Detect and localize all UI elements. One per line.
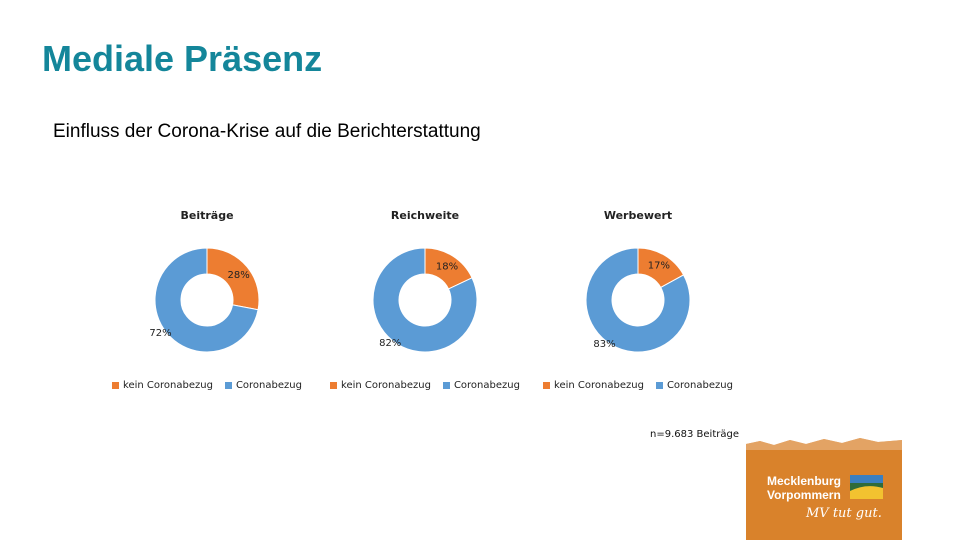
logo-line-2: Vorpommern <box>767 488 841 502</box>
chart-title: Beiträge <box>180 209 234 222</box>
legend-item-corona: Coronabezug <box>655 380 733 391</box>
chart-legend: kein Coronabezug Coronabezug <box>97 380 317 391</box>
chart-title: Werbewert <box>603 209 673 222</box>
legend-swatch-orange <box>112 382 120 389</box>
legend-label: Coronabezug <box>666 380 733 391</box>
slice-coronabezug <box>585 247 691 353</box>
slide-subtitle: Einfluss der Corona-Krise auf die Berich… <box>53 121 481 142</box>
legend-swatch-blue <box>224 382 232 389</box>
logo-line-1: Mecklenburg <box>767 474 842 488</box>
logo-flag-sky <box>850 475 883 483</box>
legend-label: Coronabezug <box>453 380 520 391</box>
data-label: 18% <box>436 261 458 272</box>
data-label: 28% <box>227 270 249 281</box>
legend-item-kein: kein Coronabezug <box>112 380 213 391</box>
logo-torn-edge <box>746 438 902 450</box>
logo-slogan: MV tut gut. <box>806 506 882 521</box>
logo-wordmark: Mecklenburg Vorpommern <box>767 474 841 502</box>
donut-chart-beitraege: Beiträge 28% 72% kein Coronabezug Coronab… <box>97 205 317 405</box>
data-label: 17% <box>648 261 670 272</box>
donut-svg: 18% 82% <box>372 247 478 353</box>
chart-legend: kein Coronabezug Coronabezug <box>315 380 535 391</box>
logo-background <box>746 438 902 540</box>
data-label: 83% <box>593 339 615 350</box>
legend-item-kein: kein Coronabezug <box>543 380 644 391</box>
legend-item-kein: kein Coronabezug <box>330 380 431 391</box>
legend-label: Coronabezug <box>235 380 302 391</box>
chart-legend: kein Coronabezug Coronabezug <box>528 380 748 391</box>
sample-size-note: n=9.683 Beiträge <box>650 429 739 440</box>
legend-label: kein Coronabezug <box>554 380 644 391</box>
legend-label: kein Coronabezug <box>123 380 213 391</box>
legend-swatch-orange <box>543 382 551 389</box>
legend-swatch-blue <box>442 382 450 389</box>
slice-coronabezug <box>154 247 259 353</box>
mv-logo <box>746 438 902 540</box>
logo-flag-field <box>850 486 883 499</box>
data-label: 82% <box>379 338 401 349</box>
chart-title: Reichweite <box>390 209 460 222</box>
donut-svg: 28% 72% <box>149 247 260 353</box>
legend-label: kein Coronabezug <box>341 380 431 391</box>
legend-swatch-orange <box>330 382 338 389</box>
donut-chart-reichweite: Reichweite 18% 82% kein Coronabezug Coron… <box>315 205 535 405</box>
legend-item-corona: Coronabezug <box>224 380 302 391</box>
slide-title: Mediale Präsenz <box>42 38 323 79</box>
donut-chart-werbewert: Werbewert 17% 83% kein Coronabezug Corona… <box>528 205 748 405</box>
data-label: 72% <box>149 328 171 339</box>
legend-item-corona: Coronabezug <box>442 380 520 391</box>
legend-swatch-blue <box>655 382 663 389</box>
slice-coronabezug <box>372 247 478 353</box>
slice-kein-coronabezug <box>206 247 260 311</box>
donut-svg: 17% 83% <box>585 247 691 353</box>
